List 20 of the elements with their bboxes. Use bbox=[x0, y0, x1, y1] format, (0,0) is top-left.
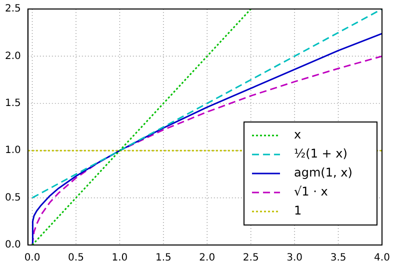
x-tick-label: 0.0 bbox=[24, 252, 40, 264]
y-tick-label: 2.5 bbox=[4, 4, 21, 15]
y-tick-label: 2.0 bbox=[4, 50, 21, 62]
legend-label: √1 · x bbox=[294, 184, 328, 199]
y-tick-label: 0.5 bbox=[4, 192, 21, 204]
legend-label: 1 bbox=[294, 204, 302, 218]
x-tick-label: 3.0 bbox=[286, 252, 303, 264]
x-tick-label: 1.0 bbox=[112, 252, 128, 264]
x-tick-label: 1.5 bbox=[155, 252, 172, 264]
x-tick-label: 0.5 bbox=[68, 252, 84, 264]
x-tick-label: 2.5 bbox=[242, 252, 259, 264]
x-tick-label: 4.0 bbox=[374, 252, 390, 264]
x-tick-label: 3.5 bbox=[330, 252, 346, 264]
legend-label: x bbox=[294, 128, 302, 142]
y-tick-label: 1.0 bbox=[4, 145, 21, 156]
legend-label: agm(1, x) bbox=[294, 166, 352, 180]
y-tick-label: 0.0 bbox=[4, 240, 21, 251]
x-tick-label: 2.0 bbox=[199, 252, 216, 264]
legend-label: ½(1 + x) bbox=[294, 146, 348, 161]
y-tick-label: 1.5 bbox=[4, 98, 21, 109]
